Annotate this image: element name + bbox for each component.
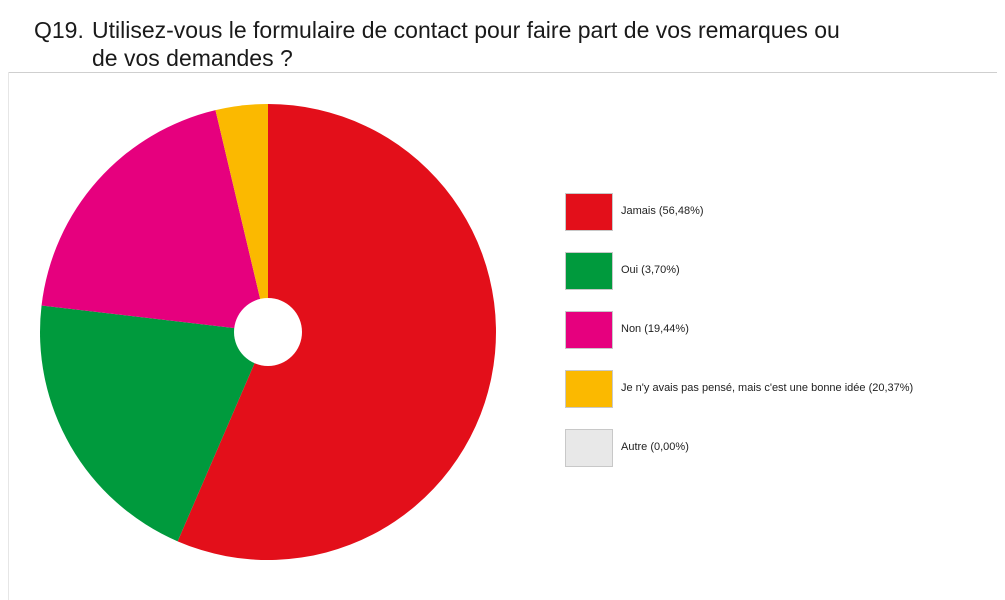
legend-label: Je n'y avais pas pensé, mais c'est une b… [621, 382, 914, 394]
legend-swatch [565, 370, 613, 408]
frame-border [8, 72, 9, 600]
pie-slice [41, 110, 268, 332]
question-number: Q19. [34, 17, 84, 43]
legend-swatch [565, 429, 613, 467]
legend-item: Autre (0,00%) [565, 429, 985, 469]
donut-hole [234, 298, 302, 366]
question-header: Q19. Utilisez-vous le formulaire de cont… [0, 0, 1005, 72]
legend-label: Autre (0,00%) [621, 441, 689, 453]
legend-swatch [565, 311, 613, 349]
legend-item: Je n'y avais pas pensé, mais c'est une b… [565, 370, 985, 410]
legend-label: Oui (3,70%) [621, 264, 680, 276]
legend-item: Jamais (56,48%) [565, 193, 985, 233]
legend-item: Oui (3,70%) [565, 252, 985, 292]
pie-slice [215, 104, 268, 332]
legend-label: Non (19,44%) [621, 323, 689, 335]
legend-label: Jamais (56,48%) [621, 205, 704, 217]
question-text: Utilisez-vous le formulaire de contact p… [92, 17, 840, 71]
legend-item: Non (19,44%) [565, 311, 985, 351]
legend-swatch [565, 252, 613, 290]
legend-swatch [565, 193, 613, 231]
header-divider [8, 72, 997, 73]
pie-slice [39, 305, 269, 542]
pie-slice [177, 104, 496, 560]
